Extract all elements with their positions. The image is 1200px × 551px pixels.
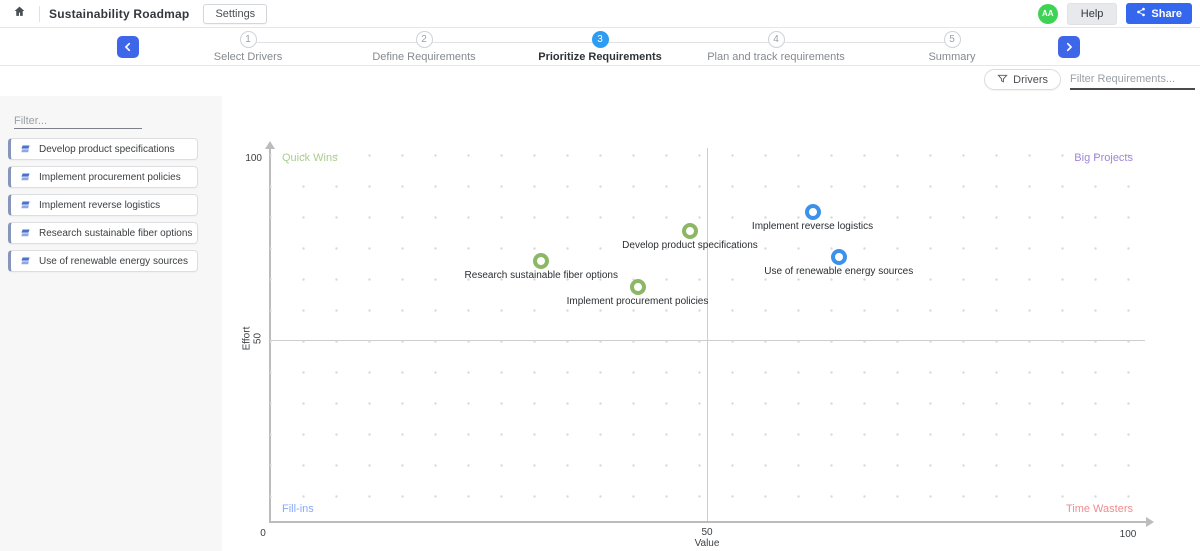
point-label: Develop product specifications <box>622 239 758 251</box>
drivers-filter-button[interactable]: Drivers <box>984 69 1061 90</box>
share-label: Share <box>1151 7 1182 20</box>
point-label: Implement reverse logistics <box>751 220 874 232</box>
requirement-label: Implement procurement policies <box>39 171 181 183</box>
avatar[interactable]: AA <box>1037 3 1058 24</box>
requirement-label: Develop product specifications <box>39 143 175 155</box>
help-button[interactable]: Help <box>1066 2 1118 25</box>
requirement-label: Use of renewable energy sources <box>39 255 188 267</box>
drivers-label: Drivers <box>1013 73 1048 86</box>
step-number: 2 <box>415 31 433 48</box>
step-label: Prioritize Requirements <box>538 51 662 63</box>
step-number: 3 <box>591 31 609 48</box>
step-label: Select Drivers <box>213 51 283 63</box>
quadrant-label-fill-ins: Fill-ins <box>282 503 314 515</box>
x-axis-label: Value <box>694 538 720 549</box>
card-stack-icon <box>20 173 31 181</box>
step-label: Define Requirements <box>372 51 476 63</box>
requirement-card[interactable]: Research sustainable fiber options <box>8 222 198 244</box>
point-ring <box>533 252 550 269</box>
requirement-card[interactable]: Implement procurement policies <box>8 166 198 188</box>
filter-requirements-input[interactable] <box>1070 69 1195 90</box>
sidebar: Develop product specifications Implement … <box>0 96 222 551</box>
page-title: Sustainability Roadmap <box>49 6 190 21</box>
stepper-bar: 1 Select Drivers 2 Define Requirements 3 Prio… <box>0 28 1200 66</box>
settings-button[interactable]: Settings <box>203 3 268 24</box>
point-ring <box>830 248 847 265</box>
funnel-icon <box>997 73 1008 87</box>
share-icon <box>1136 7 1146 20</box>
stepper-step-2[interactable]: 2 Define Requirements <box>336 31 512 65</box>
quadrant-label-time-wasters: Time Wasters <box>1065 503 1133 515</box>
point-label: Use of renewable energy sources <box>764 265 914 277</box>
stepper-step-5[interactable]: 5 Summary <box>864 31 1040 65</box>
point-label: Implement procurement policies <box>566 295 709 307</box>
y-axis-arrow-icon <box>265 141 275 149</box>
x-tick-0: 0 <box>260 528 266 539</box>
topbar-right: AA Help Share <box>1037 2 1192 25</box>
y-tick-100: 100 <box>245 153 262 164</box>
card-stack-icon <box>20 257 31 265</box>
divider <box>39 5 40 22</box>
card-stack-icon <box>20 229 31 237</box>
share-button[interactable]: Share <box>1126 3 1192 24</box>
x-tick-100: 100 <box>1119 529 1137 540</box>
quadrant-label-quick-wins: Quick Wins <box>282 152 338 164</box>
step-number: 1 <box>239 31 257 48</box>
chevron-right-icon <box>1064 40 1074 55</box>
point-ring <box>682 222 698 239</box>
y-axis-label: Effort <box>241 326 253 351</box>
point-ring <box>804 203 821 220</box>
stepper-step-1[interactable]: 1 Select Drivers <box>160 31 336 65</box>
x-axis-arrow-icon <box>1146 517 1154 527</box>
card-stack-icon <box>20 145 31 153</box>
next-step-button[interactable] <box>1058 36 1080 58</box>
step-label: Plan and track requirements <box>707 51 845 63</box>
home-icon <box>13 5 26 23</box>
requirement-card[interactable]: Implement reverse logistics <box>8 194 198 216</box>
requirement-label: Implement reverse logistics <box>39 199 161 211</box>
sidebar-filter-input[interactable] <box>14 113 142 129</box>
y-tick-50: 50 <box>252 332 264 345</box>
chart-points: Develop product specifications Research s… <box>270 148 1145 523</box>
step-number: 4 <box>767 31 785 48</box>
requirements-list: Develop product specifications Implement … <box>0 138 222 272</box>
top-bar: Sustainability Roadmap Settings AA Help … <box>0 0 1200 28</box>
stepper-steps: 1 Select Drivers 2 Define Requirements 3 Prio… <box>160 31 1040 65</box>
step-number: 5 <box>943 31 961 48</box>
prioritization-chart[interactable]: Quick Wins Big Projects Fill-ins Time Wa… <box>270 148 1145 523</box>
point-ring <box>629 278 646 295</box>
step-label: Summary <box>928 51 976 63</box>
point-label: Research sustainable fiber options <box>464 269 618 281</box>
stepper-step-3[interactable]: 3 Prioritize Requirements <box>512 31 688 65</box>
x-tick-50: 50 <box>701 527 713 538</box>
requirement-card[interactable]: Use of renewable energy sources <box>8 250 198 272</box>
stepper-step-4[interactable]: 4 Plan and track requirements <box>688 31 864 65</box>
home-button[interactable] <box>8 3 30 25</box>
card-stack-icon <box>20 201 31 209</box>
requirement-label: Research sustainable fiber options <box>39 227 193 239</box>
previous-step-button[interactable] <box>117 36 139 58</box>
requirement-card[interactable]: Develop product specifications <box>8 138 198 160</box>
quadrant-label-big-projects: Big Projects <box>1074 152 1133 164</box>
chevron-left-icon <box>123 40 133 55</box>
